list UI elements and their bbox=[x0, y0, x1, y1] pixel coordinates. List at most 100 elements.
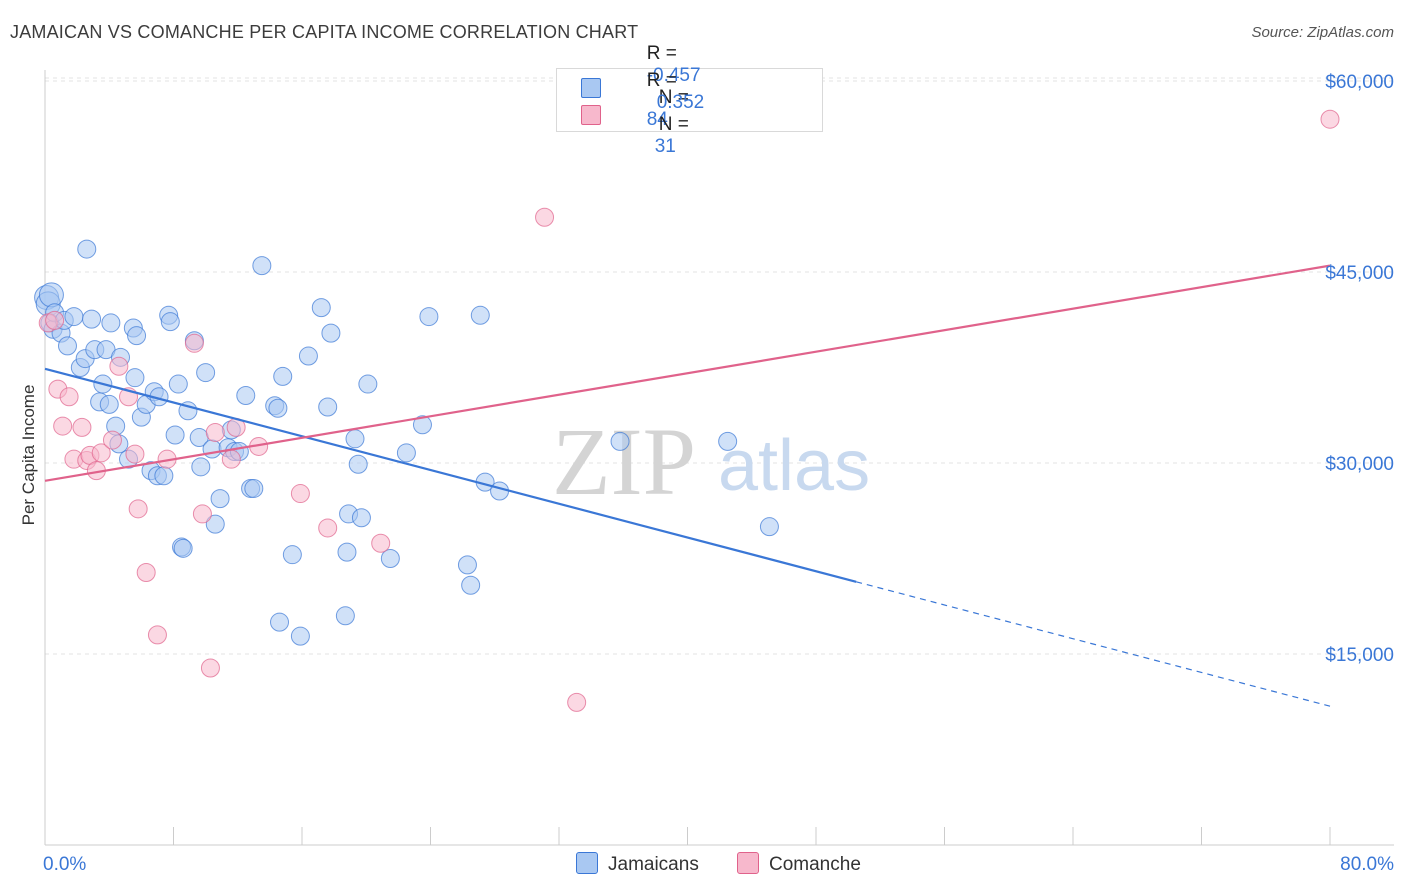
chart-title: JAMAICAN VS COMANCHE PER CAPITA INCOME C… bbox=[10, 22, 639, 42]
data-point-jamaicans bbox=[268, 398, 288, 418]
data-point-jamaicans bbox=[38, 282, 64, 308]
bottom-legend-jamaicans: Jamaicans bbox=[576, 852, 699, 876]
data-point-jamaicans bbox=[270, 612, 290, 632]
data-point-comanche bbox=[72, 417, 92, 437]
data-point-comanche bbox=[184, 333, 204, 353]
grid-lines bbox=[45, 77, 1394, 655]
data-point-comanche bbox=[290, 484, 310, 504]
data-point-jamaicans bbox=[165, 425, 185, 445]
x-tick-label: 80.0% bbox=[1340, 854, 1394, 875]
data-point-jamaicans bbox=[236, 386, 256, 406]
data-point-jamaicans bbox=[82, 309, 102, 329]
trend-line-comanche bbox=[44, 264, 1331, 482]
data-point-comanche bbox=[147, 625, 167, 645]
data-point-jamaicans bbox=[396, 443, 416, 463]
data-point-jamaicans bbox=[335, 606, 355, 626]
watermark-zip: ZIP bbox=[552, 408, 696, 515]
data-point-jamaicans bbox=[252, 256, 272, 276]
bottom-legend-label-jamaicans: Jamaicans bbox=[608, 854, 699, 875]
data-point-jamaicans bbox=[273, 366, 293, 386]
tick-labels: $15,000 $30,000 $45,000 $60,000 0.0% 80.0% bbox=[43, 72, 1394, 875]
legend-row-jamaicans: R = -0.457 N = 84 bbox=[557, 43, 822, 130]
legend-box: R = -0.457 N = 84 R = 0.352 N = 31 bbox=[556, 43, 823, 157]
data-point-jamaicans bbox=[202, 439, 222, 459]
axes bbox=[44, 70, 1394, 846]
data-point-jamaicans bbox=[191, 457, 211, 477]
data-point-comanche bbox=[200, 658, 220, 678]
legend-n-value: 84 bbox=[646, 109, 668, 130]
data-point-jamaicans bbox=[318, 397, 338, 417]
legend-n-label: N = bbox=[658, 114, 689, 135]
legend-n-label: N = bbox=[658, 87, 689, 108]
data-point-jamaicans bbox=[168, 374, 188, 394]
legend-swatch-comanche bbox=[581, 105, 601, 125]
watermark: ZIP atlas bbox=[552, 408, 870, 515]
data-point-comanche bbox=[192, 504, 212, 524]
bottom-legend-comanche: Comanche bbox=[737, 852, 861, 876]
legend-n-value: 31 bbox=[654, 136, 676, 157]
data-point-jamaicans bbox=[345, 429, 365, 449]
data-point-jamaicans bbox=[154, 466, 174, 486]
y-tick-label: $30,000 bbox=[1325, 454, 1394, 475]
x-tick-label: 0.0% bbox=[43, 854, 86, 875]
data-point-comanche bbox=[45, 310, 65, 330]
bottom-legend-swatch-jamaicans bbox=[576, 852, 598, 874]
legend-swatch-jamaicans bbox=[581, 78, 601, 98]
trend-lines bbox=[44, 264, 1331, 707]
data-point-jamaicans bbox=[419, 307, 439, 327]
data-point-jamaicans bbox=[196, 363, 216, 383]
data-point-comanche bbox=[371, 533, 391, 553]
trend-line-extension-jamaicans bbox=[856, 581, 1331, 707]
data-point-jamaicans bbox=[57, 336, 77, 356]
data-points bbox=[34, 109, 1340, 712]
data-point-jamaicans bbox=[210, 489, 230, 509]
legend-r-value: -0.457 bbox=[646, 65, 701, 86]
data-point-comanche bbox=[1320, 109, 1340, 129]
data-point-jamaicans bbox=[99, 394, 119, 414]
data-point-jamaicans bbox=[125, 368, 145, 388]
data-point-comanche bbox=[567, 692, 587, 712]
data-point-comanche bbox=[59, 387, 79, 407]
data-point-jamaicans bbox=[127, 326, 147, 346]
data-point-comanche bbox=[535, 207, 555, 227]
y-tick-label: $45,000 bbox=[1325, 263, 1394, 284]
data-point-jamaicans bbox=[718, 431, 738, 451]
data-point-jamaicans bbox=[282, 545, 302, 565]
data-point-jamaicans bbox=[490, 481, 510, 501]
y-tick-label: $15,000 bbox=[1325, 645, 1394, 666]
data-point-jamaicans bbox=[160, 312, 180, 332]
watermark-atlas: atlas bbox=[718, 426, 870, 506]
data-point-comanche bbox=[91, 443, 111, 463]
data-point-jamaicans bbox=[311, 298, 331, 318]
data-point-jamaicans bbox=[358, 374, 378, 394]
data-point-jamaicans bbox=[457, 555, 477, 575]
data-point-jamaicans bbox=[470, 305, 490, 325]
legend-r-value: 0.352 bbox=[656, 92, 705, 113]
trend-line-jamaicans bbox=[44, 367, 857, 583]
data-point-jamaicans bbox=[759, 517, 779, 537]
data-point-jamaicans bbox=[173, 538, 193, 558]
data-point-comanche bbox=[125, 444, 145, 464]
data-point-comanche bbox=[221, 449, 241, 469]
legend-row-comanche: R = 0.352 N = 31 bbox=[557, 70, 822, 157]
data-point-comanche bbox=[102, 430, 122, 450]
data-point-jamaicans bbox=[290, 626, 310, 646]
data-point-comanche bbox=[205, 422, 225, 442]
data-point-comanche bbox=[136, 563, 156, 583]
data-point-comanche bbox=[128, 499, 148, 519]
data-point-jamaicans bbox=[77, 239, 97, 259]
legend-r-label: R = bbox=[646, 70, 677, 91]
data-point-comanche bbox=[109, 356, 129, 376]
data-point-comanche bbox=[53, 416, 73, 436]
data-point-jamaicans bbox=[348, 454, 368, 474]
data-point-jamaicans bbox=[380, 549, 400, 568]
data-point-jamaicans bbox=[244, 478, 264, 498]
data-point-jamaicans bbox=[412, 415, 432, 435]
data-point-jamaicans bbox=[351, 508, 371, 528]
data-point-jamaicans bbox=[610, 431, 630, 451]
data-point-comanche bbox=[318, 518, 338, 538]
data-point-jamaicans bbox=[101, 313, 121, 333]
data-point-jamaicans bbox=[321, 323, 341, 343]
data-point-jamaicans bbox=[461, 575, 481, 595]
